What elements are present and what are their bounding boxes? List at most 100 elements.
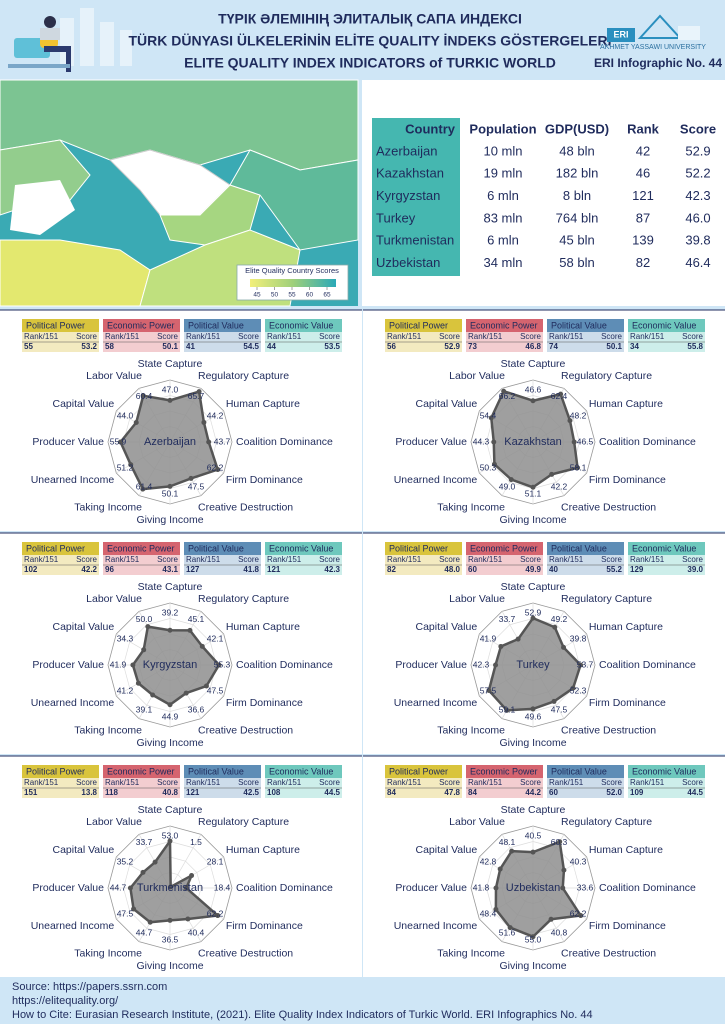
- axis-label: Capital Value: [52, 621, 114, 633]
- indicator-score: 50.1: [606, 342, 622, 351]
- value-label: 28.1: [207, 856, 224, 866]
- indicator-score: 42.2: [81, 565, 97, 574]
- indicator-score: 52.0: [606, 788, 622, 797]
- radar-point: [530, 934, 536, 940]
- axis-label: State Capture: [138, 581, 203, 593]
- value-label: 62.2: [207, 908, 224, 918]
- indicator-rank: 40: [549, 565, 558, 574]
- table-cell: 34 mln: [483, 255, 522, 270]
- radar-point: [570, 685, 576, 691]
- axis-label: State Capture: [501, 804, 566, 816]
- value-label: 60.4: [136, 391, 153, 401]
- indicator-rank: 60: [549, 788, 558, 797]
- axis-label: Unearned Income: [394, 474, 478, 486]
- country-name: Kyrgyzstan: [376, 188, 440, 203]
- legend-tick-label: 45: [253, 292, 261, 299]
- axis-label: Unearned Income: [31, 697, 115, 709]
- score-label: Score: [157, 555, 178, 564]
- value-label: 62.4: [551, 391, 568, 401]
- axis-label: Firm Dominance: [226, 920, 303, 932]
- radar-point: [552, 624, 558, 630]
- radar-point: [561, 644, 567, 650]
- title-en: ELITE QUALITY INDEX INDICATORS of TURKIC…: [184, 55, 556, 71]
- radar-point: [548, 916, 554, 922]
- table-cell: 83 mln: [483, 210, 522, 225]
- value-label: 33.7: [136, 837, 153, 847]
- value-label: 46.6: [525, 384, 542, 394]
- country-name: Turkey: [376, 210, 416, 225]
- indicator-header: [184, 319, 261, 332]
- logo: [607, 14, 700, 42]
- value-label: 48.1: [499, 837, 516, 847]
- table-cell: 46: [636, 166, 650, 181]
- radar-point: [215, 467, 221, 473]
- value-label: 55.0: [525, 934, 542, 944]
- radar-point: [145, 624, 151, 630]
- table-cell: 10 mln: [483, 143, 522, 158]
- score-label: Score: [682, 555, 703, 564]
- value-label: 48.2: [570, 410, 587, 420]
- radar-point: [188, 475, 194, 481]
- radar-point: [491, 439, 497, 445]
- radar-point: [185, 916, 191, 922]
- indicator-name: Economic Value: [269, 766, 333, 776]
- radar-point: [203, 683, 209, 689]
- value-label: 44.7: [136, 927, 153, 937]
- radar-point: [167, 627, 173, 633]
- rank-label: Rank/151: [186, 332, 221, 341]
- university: AKHMET YASSAWI UNIVERSITY: [600, 44, 706, 51]
- logo-text: ERI: [613, 29, 628, 39]
- axis-label: Creative Destruction: [198, 502, 293, 514]
- value-label: 50.0: [136, 614, 153, 624]
- indicator-name: Political Value: [188, 320, 244, 330]
- radar-point: [549, 471, 555, 477]
- axis-label: Capital Value: [415, 621, 477, 633]
- value-label: 55.9: [110, 436, 127, 446]
- legend-title: Elite Quality Country Scores: [245, 266, 339, 275]
- indicator-name: Political Value: [188, 766, 244, 776]
- indicator-score: 49.9: [525, 565, 541, 574]
- score-label: Score: [682, 332, 703, 341]
- axis-label: Coalition Dominance: [599, 882, 696, 894]
- score-label: Score: [319, 778, 340, 787]
- radar-point: [530, 706, 536, 712]
- axis-label: Producer Value: [32, 659, 104, 671]
- score-label: Score: [157, 778, 178, 787]
- score-label: Score: [157, 332, 178, 341]
- value-label: 66.2: [499, 391, 516, 401]
- axis-label: Unearned Income: [31, 920, 115, 932]
- rank-label: Rank/151: [186, 778, 221, 787]
- value-label: 49.0: [499, 481, 516, 491]
- radar-point: [127, 885, 133, 891]
- value-label: 33.7: [499, 614, 516, 624]
- indicator-name: Economic Power: [107, 766, 175, 776]
- indicator-name: Political Value: [551, 766, 607, 776]
- score-label: Score: [76, 778, 97, 787]
- value-label: 47.5: [188, 481, 205, 491]
- value-label: 40.8: [551, 927, 568, 937]
- axis-label: Taking Income: [74, 725, 142, 737]
- table-header: Rank: [627, 121, 660, 136]
- axis-label: Coalition Dominance: [599, 659, 696, 671]
- value-label: 44.9: [162, 711, 179, 721]
- axis-label: Giving Income: [136, 514, 203, 526]
- score-label: Score: [238, 778, 259, 787]
- radar-point: [560, 885, 566, 891]
- indicator-score: 42.5: [243, 788, 259, 797]
- infographic-number: ERI Infographic No. 44: [594, 56, 722, 70]
- indicator-header: [22, 319, 99, 332]
- indicator-header: [385, 765, 462, 778]
- indicator-score: 13.8: [81, 788, 97, 797]
- radar-point: [551, 698, 557, 704]
- radar-point: [530, 615, 536, 621]
- value-label: 62.2: [207, 462, 224, 472]
- axis-label: Firm Dominance: [226, 697, 303, 709]
- score-label: Score: [319, 332, 340, 341]
- radar-spoke: [169, 834, 202, 889]
- axis-label: Firm Dominance: [589, 697, 666, 709]
- score-label: Score: [238, 332, 259, 341]
- indicator-rank: 84: [387, 788, 396, 797]
- value-label: 42.8: [480, 856, 497, 866]
- indicator-name: Economic Power: [470, 766, 538, 776]
- rank-label: Rank/151: [468, 555, 503, 564]
